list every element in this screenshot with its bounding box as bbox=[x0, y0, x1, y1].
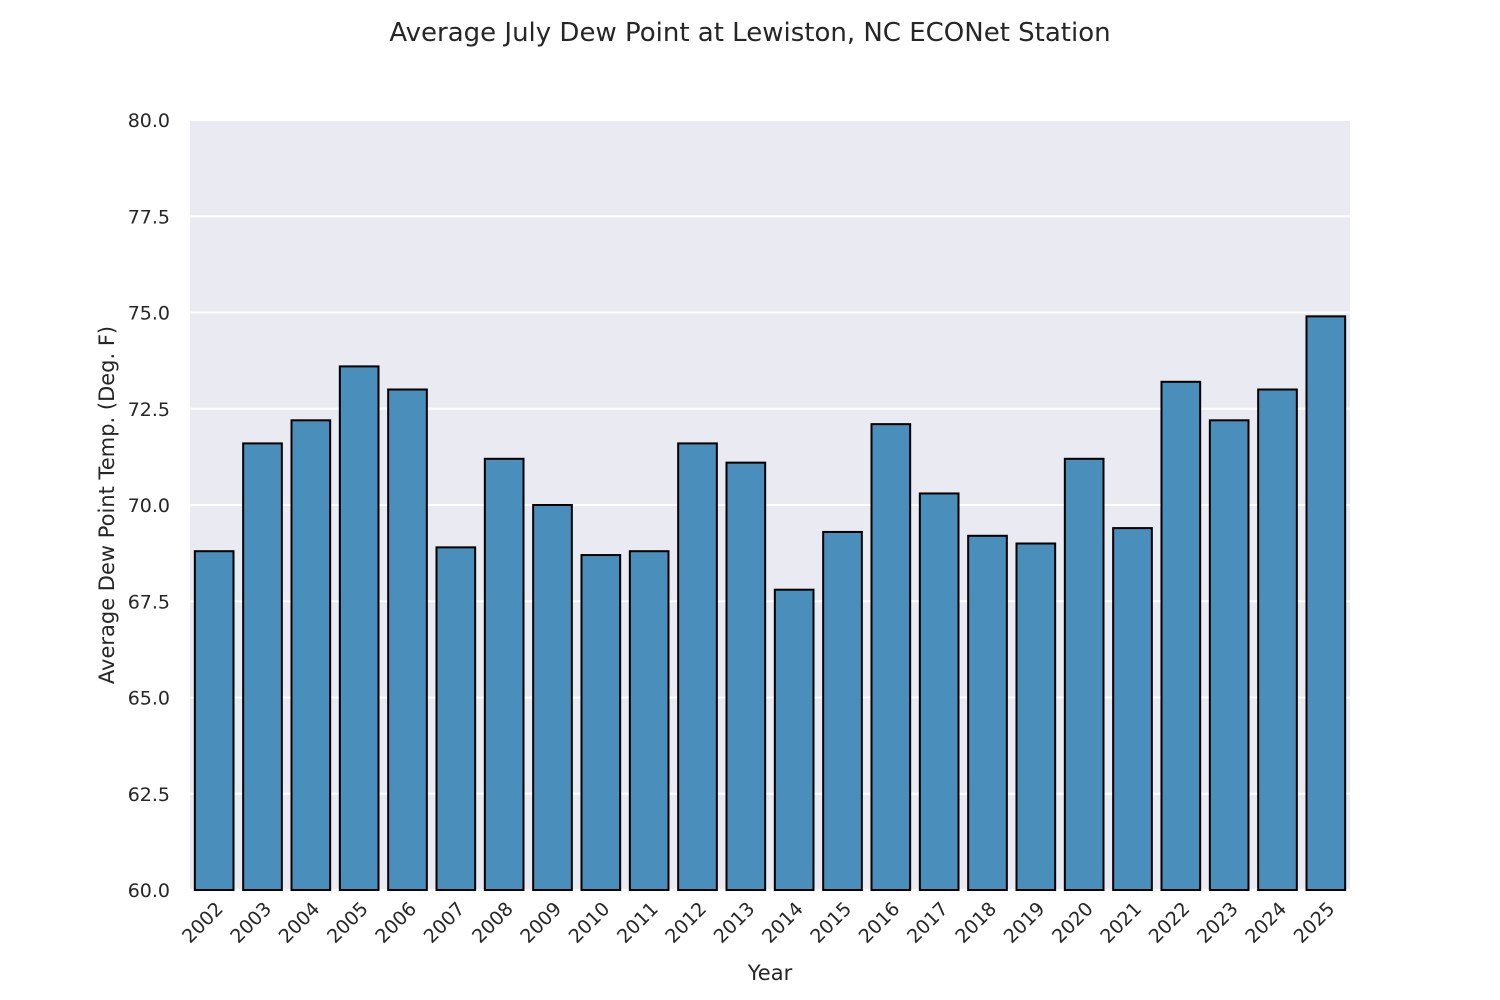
x-tick-label: 2016 bbox=[855, 898, 905, 948]
x-tick-label: 2021 bbox=[1096, 898, 1146, 948]
bar-2025 bbox=[1305, 315, 1347, 892]
x-tick-label: 2006 bbox=[371, 898, 421, 948]
x-tick-label: 2010 bbox=[565, 898, 615, 948]
y-tick-label: 77.5 bbox=[128, 206, 170, 228]
y-tick-label: 67.5 bbox=[128, 591, 170, 613]
x-tick-label: 2005 bbox=[323, 898, 373, 948]
x-tick-label: 2008 bbox=[468, 898, 518, 948]
y-tick-label: 65.0 bbox=[128, 688, 170, 710]
bar-2014 bbox=[773, 588, 815, 891]
x-tick-label: 2022 bbox=[1145, 898, 1195, 948]
x-tick-label: 2012 bbox=[661, 898, 711, 948]
x-tick-label: 2007 bbox=[420, 898, 470, 948]
bar-2022 bbox=[1160, 380, 1202, 891]
bars bbox=[193, 315, 1347, 892]
x-tick-label: 2020 bbox=[1048, 898, 1098, 948]
chart-title: Average July Dew Point at Lewiston, NC E… bbox=[389, 18, 1110, 48]
x-tick-label: 2017 bbox=[903, 898, 953, 948]
x-tick-label: 2015 bbox=[806, 898, 856, 948]
y-tick-label: 80.0 bbox=[128, 110, 170, 132]
bar-2007 bbox=[435, 546, 477, 891]
bar-2017 bbox=[918, 492, 960, 891]
bar-2021 bbox=[1112, 527, 1153, 891]
y-tick-label: 60.0 bbox=[128, 880, 170, 902]
x-tick-label: 2013 bbox=[710, 898, 760, 948]
bar-2011 bbox=[628, 550, 670, 891]
bar-2023 bbox=[1208, 419, 1250, 891]
bar-2006 bbox=[387, 388, 428, 891]
bar-2013 bbox=[725, 461, 767, 891]
x-tick-label: 2018 bbox=[951, 898, 1001, 948]
x-axis-label: Year bbox=[747, 961, 793, 985]
x-tick-label: 2014 bbox=[758, 898, 808, 948]
y-tick-label: 75.0 bbox=[128, 303, 170, 325]
x-tick-label: 2025 bbox=[1290, 898, 1340, 948]
x-tick-label: 2024 bbox=[1241, 898, 1291, 948]
bar-2010 bbox=[580, 554, 622, 891]
x-tick-label: 2023 bbox=[1193, 898, 1243, 948]
bar-2009 bbox=[532, 504, 573, 891]
x-tick-label: 2009 bbox=[516, 898, 566, 948]
y-axis-label: Average Dew Point Temp. (Deg. F) bbox=[95, 326, 119, 684]
bar-2008 bbox=[483, 457, 525, 891]
x-tick-label: 2019 bbox=[1000, 898, 1050, 948]
bar-2020 bbox=[1063, 457, 1105, 891]
bar-2015 bbox=[822, 530, 863, 891]
bar-2018 bbox=[967, 534, 1008, 891]
bar-2005 bbox=[338, 365, 380, 891]
grid-lines bbox=[190, 119, 1350, 891]
x-tick-label: 2011 bbox=[613, 898, 663, 948]
x-tick-label: 2002 bbox=[178, 898, 228, 948]
x-tick-label: 2004 bbox=[275, 898, 325, 948]
x-tick-labels: 2002200320042005200620072008200920102011… bbox=[178, 898, 1339, 948]
y-tick-label: 70.0 bbox=[128, 495, 170, 517]
y-tick-labels: 60.0 62.5 65.0 67.5 70.0 72.5 75.0 77.5 80.0 bbox=[128, 110, 170, 902]
bar-2016 bbox=[870, 423, 912, 891]
bar-2004 bbox=[290, 419, 332, 891]
x-tick-label: 2003 bbox=[226, 898, 276, 948]
y-tick-label: 72.5 bbox=[128, 399, 170, 421]
bar-2012 bbox=[677, 442, 718, 891]
bar-2019 bbox=[1015, 542, 1057, 891]
bar-2002 bbox=[193, 550, 235, 891]
bar-2024 bbox=[1257, 388, 1298, 891]
y-tick-label: 62.5 bbox=[128, 784, 170, 806]
bar-2003 bbox=[242, 442, 283, 891]
